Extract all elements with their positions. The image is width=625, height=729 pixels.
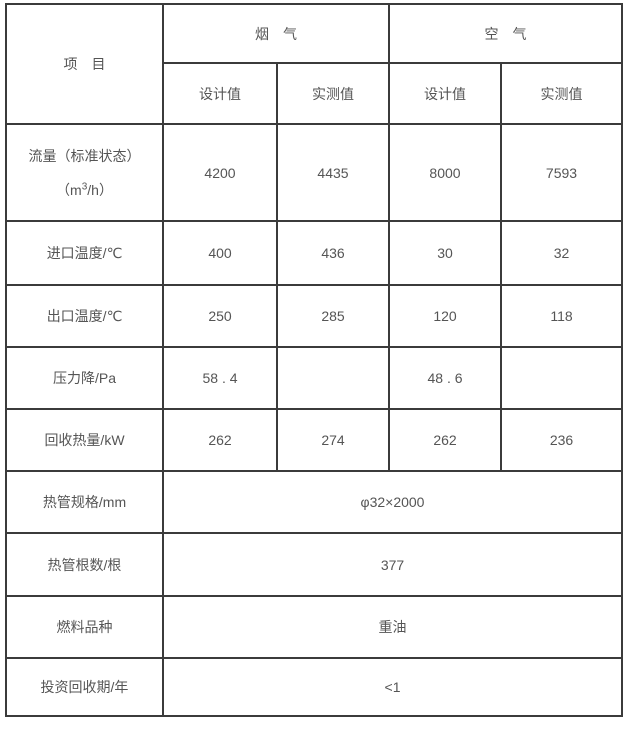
- outlet-air-design: 120: [388, 284, 502, 348]
- inlet-flue-design: 400: [162, 220, 278, 286]
- heat-air-measured: 236: [500, 408, 623, 472]
- heat-flue-design: 262: [162, 408, 278, 472]
- flow-flue-design: 4200: [162, 123, 278, 222]
- row-pipe-spec: 热管规格/mm φ32×2000: [5, 470, 623, 534]
- fuel-type-label: 燃料品种: [5, 595, 164, 659]
- row-payback-period: 投资回收期/年 <1: [5, 657, 623, 717]
- pipe-count-value: 377: [162, 532, 623, 597]
- subheader-air-design: 设计值: [388, 62, 502, 125]
- fuel-type-value: 重油: [162, 595, 623, 659]
- heat-air-design: 262: [388, 408, 502, 472]
- pressure-flue-measured: [276, 346, 390, 410]
- payback-period-value: <1: [162, 657, 623, 717]
- pipe-spec-value: φ32×2000: [162, 470, 623, 534]
- outlet-air-measured: 118: [500, 284, 623, 348]
- row-flow-rate: 流量（标准状态） （m3/h） 4200 4435 8000 7593: [5, 123, 623, 222]
- pressure-drop-label: 压力降/Pa: [5, 346, 164, 410]
- inlet-flue-measured: 436: [276, 220, 390, 286]
- payback-period-label: 投资回收期/年: [5, 657, 164, 717]
- row-pressure-drop: 压力降/Pa 58 . 4 48 . 6: [5, 346, 623, 410]
- pressure-air-design: 48 . 6: [388, 346, 502, 410]
- row-recovered-heat: 回收热量/kW 262 274 262 236: [5, 408, 623, 472]
- subheader-air-measured: 实测值: [500, 62, 623, 125]
- recovered-heat-label: 回收热量/kW: [5, 408, 164, 472]
- outlet-flue-design: 250: [162, 284, 278, 348]
- row-outlet-temp: 出口温度/℃ 250 285 120 118: [5, 284, 623, 348]
- flow-rate-label-line2: （m3/h）: [56, 180, 113, 198]
- pipe-spec-label: 热管规格/mm: [5, 470, 164, 534]
- header-item: 项 目: [5, 3, 164, 125]
- header-row-groups: 项 目 烟 气 空 气: [5, 3, 623, 125]
- pressure-air-measured: [500, 346, 623, 410]
- flow-air-measured: 7593: [500, 123, 623, 222]
- row-pipe-count: 热管根数/根 377: [5, 532, 623, 597]
- header-flue-gas: 烟 气: [162, 3, 390, 64]
- pressure-flue-design: 58 . 4: [162, 346, 278, 410]
- header-row-subheaders: 设计值 实测值 设计值 实测值: [6, 62, 623, 125]
- pipe-count-label: 热管根数/根: [5, 532, 164, 597]
- spec-table: 项 目 烟 气 空 气 设计值 实测值 设计值 实测值 流量（标准状态） （m3…: [5, 3, 623, 717]
- subheader-flue-design: 设计值: [162, 62, 278, 125]
- heat-flue-measured: 274: [276, 408, 390, 472]
- flow-air-design: 8000: [388, 123, 502, 222]
- outlet-temp-label: 出口温度/℃: [5, 284, 164, 348]
- inlet-temp-label: 进口温度/℃: [5, 220, 164, 286]
- outlet-flue-measured: 285: [276, 284, 390, 348]
- header-air: 空 气: [388, 3, 623, 64]
- row-inlet-temp: 进口温度/℃ 400 436 30 32: [5, 220, 623, 286]
- subheader-flue-measured: 实测值: [276, 62, 390, 125]
- flow-rate-label: 流量（标准状态） （m3/h）: [5, 123, 164, 222]
- inlet-air-design: 30: [388, 220, 502, 286]
- inlet-air-measured: 32: [500, 220, 623, 286]
- flow-rate-label-line1: 流量（标准状态）: [28, 147, 141, 164]
- flow-flue-measured: 4435: [276, 123, 390, 222]
- row-fuel-type: 燃料品种 重油: [5, 595, 623, 659]
